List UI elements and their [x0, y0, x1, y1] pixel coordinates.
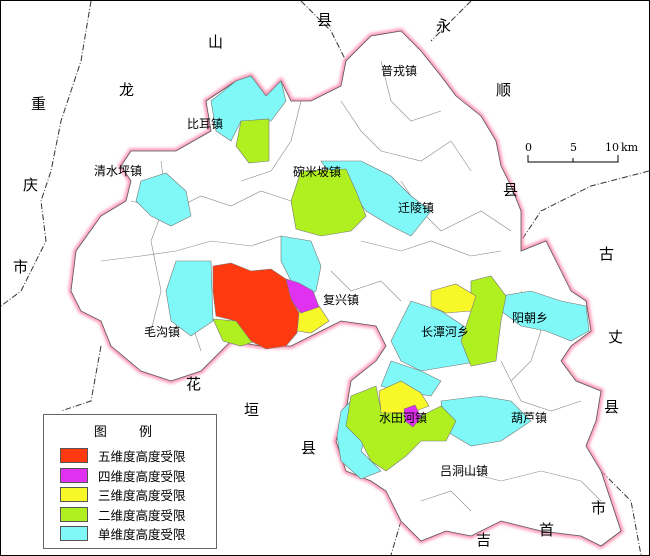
legend-label: 单维度高度受限 — [98, 527, 186, 543]
legend-swatch — [60, 506, 88, 522]
neighbor-label: 庆 — [23, 176, 39, 194]
legend-swatch — [60, 487, 88, 503]
town-label: 清水坪镇 — [94, 164, 143, 178]
neighbor-label: 县 — [503, 181, 519, 199]
legend-swatch — [60, 526, 88, 542]
town-label: 比耳镇 — [187, 117, 224, 131]
legend-item-single: 单维度高度受限 — [60, 524, 216, 544]
town-label: 葫芦镇 — [511, 411, 548, 425]
town-label: 碗米坡镇 — [293, 165, 342, 179]
region-four — [403, 404, 422, 428]
legend-item-four: 四维度高度受限 — [60, 466, 216, 486]
legend-label: 四维度高度受限 — [98, 468, 186, 484]
region-two — [212, 318, 257, 347]
legend-swatch — [60, 448, 88, 464]
region-two — [290, 168, 367, 237]
neighbor-label: 龙 — [119, 81, 135, 99]
neighbor-label: 永 — [436, 17, 452, 35]
neighbor-label: 顺 — [496, 81, 512, 99]
legend-title: 图 例 — [93, 425, 167, 440]
region-three — [430, 283, 477, 314]
region-single — [165, 260, 214, 337]
neighbor-label: 市 — [591, 499, 607, 517]
neighbor-label: 山 — [208, 33, 224, 51]
legend-label: 五维度高度受限 — [98, 449, 186, 465]
legend-item-five: 五维度高度受限 — [60, 446, 216, 466]
legend-label: 三维度高度受限 — [98, 488, 186, 504]
scale-line — [527, 155, 619, 163]
region-single — [500, 290, 590, 342]
regions-four-dimension — [282, 277, 422, 428]
region-five — [212, 262, 300, 350]
region-single — [440, 395, 532, 447]
town-label: 阳朝乡 — [512, 311, 549, 325]
neighbor-label: 垣 — [244, 401, 260, 419]
neighbor-label: 县 — [604, 398, 620, 416]
town-label: 长潭河乡 — [421, 325, 470, 339]
town-label: 吕洞山镇 — [440, 464, 489, 478]
scale-tick-label: 0 — [525, 141, 532, 154]
town-label: 毛沟镇 — [144, 325, 181, 339]
region-single — [210, 75, 287, 142]
regions-three-dimension — [296, 283, 477, 414]
town-label: 普戎镇 — [381, 64, 418, 78]
legend-item-three: 三维度高度受限 — [60, 485, 216, 505]
neighbor-label: 县 — [317, 11, 333, 29]
region-three — [378, 380, 430, 414]
region-two — [235, 118, 270, 164]
regions-five-dimension — [212, 262, 300, 350]
region-single — [135, 172, 192, 227]
region-single — [390, 300, 482, 372]
legend-label: 二维度高度受限 — [98, 507, 186, 523]
neighbor-label: 丈 — [608, 328, 624, 346]
legend-swatch — [60, 467, 88, 483]
regions-two-dimension — [212, 118, 507, 472]
neighbor-label: 重 — [31, 95, 47, 113]
legend-item-two: 二维度高度受限 — [60, 505, 216, 525]
neighbor-label: 市 — [13, 258, 29, 276]
neighbor-label: 吉 — [476, 531, 492, 549]
scale-tick-label: 5 — [570, 141, 577, 154]
neighbor-label: 古 — [599, 245, 615, 263]
scale-unit: km — [621, 141, 639, 154]
legend: 图 例 五维度高度受限 四维度高度受限 三维度高度受限 二维度高度受限 单维度高… — [43, 414, 217, 549]
town-label: 复兴镇 — [323, 293, 360, 307]
town-label: 迁陵镇 — [398, 201, 435, 215]
scale-tick-label: 10 — [605, 141, 619, 154]
town-label: 水田河镇 — [379, 411, 428, 425]
neighbor-label: 县 — [301, 439, 317, 457]
neighbor-label: 花 — [186, 375, 202, 393]
neighbor-label: 首 — [539, 521, 555, 539]
